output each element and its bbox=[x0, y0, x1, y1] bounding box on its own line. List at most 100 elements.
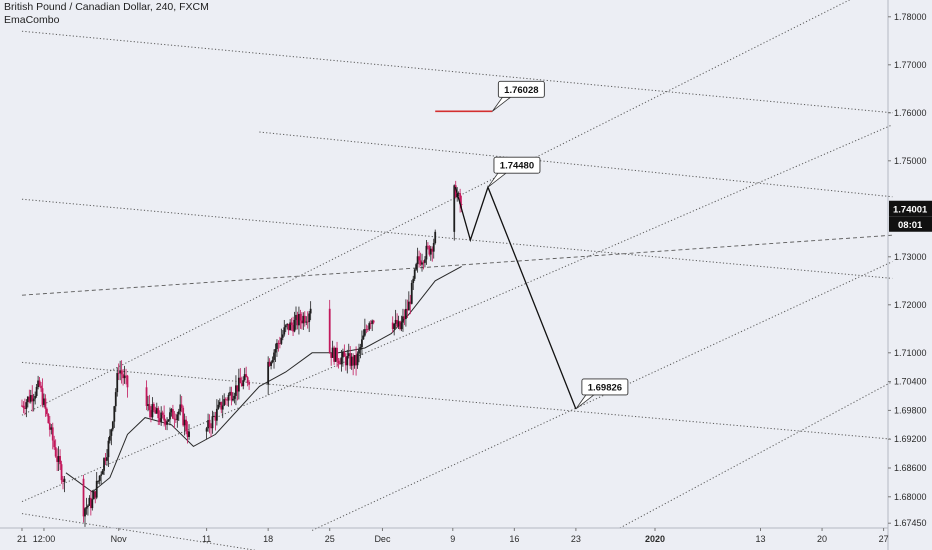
candle-body bbox=[158, 418, 161, 422]
candle bbox=[116, 367, 119, 397]
candle bbox=[277, 340, 280, 352]
candle bbox=[114, 388, 117, 412]
candle bbox=[205, 426, 208, 440]
candle-body bbox=[416, 256, 419, 265]
candle-body bbox=[270, 362, 272, 366]
candle-body bbox=[104, 458, 107, 461]
candle-body bbox=[293, 319, 296, 332]
candle-body bbox=[350, 356, 353, 366]
candle-body bbox=[419, 260, 422, 265]
candle bbox=[352, 353, 355, 376]
candle-body bbox=[292, 325, 294, 332]
time-tick-label: 18 bbox=[263, 534, 273, 544]
candle-body bbox=[47, 414, 50, 424]
candle-body bbox=[26, 396, 29, 403]
candle-body bbox=[56, 456, 59, 462]
candle-body bbox=[89, 497, 92, 509]
candle bbox=[396, 313, 399, 328]
candle-body bbox=[457, 193, 460, 194]
callout-2: 1.74480 bbox=[487, 156, 541, 188]
candle bbox=[89, 490, 92, 516]
candle bbox=[214, 411, 217, 431]
candle bbox=[87, 504, 89, 516]
trend-line-7 bbox=[21, 0, 851, 416]
candle bbox=[431, 246, 434, 262]
candle-body bbox=[125, 375, 127, 377]
candle bbox=[337, 358, 340, 369]
candle-body bbox=[330, 352, 333, 358]
candle-body bbox=[407, 301, 410, 311]
candle bbox=[242, 376, 245, 390]
time-tick-label: 27 bbox=[879, 534, 889, 544]
candle-body bbox=[426, 245, 429, 247]
candle bbox=[34, 391, 37, 405]
candle-body bbox=[424, 259, 426, 263]
candle-body bbox=[415, 264, 418, 270]
candle bbox=[413, 268, 416, 282]
candle bbox=[172, 404, 174, 419]
candle bbox=[343, 344, 346, 357]
candle-body bbox=[233, 395, 236, 399]
candle bbox=[308, 310, 311, 333]
candle-body bbox=[393, 323, 396, 330]
candle-body bbox=[273, 352, 275, 360]
candle-body bbox=[278, 343, 281, 345]
candle-body bbox=[296, 314, 299, 326]
candle bbox=[170, 407, 173, 417]
candle-body bbox=[336, 347, 338, 361]
candle-body bbox=[391, 322, 394, 330]
candle-body bbox=[180, 404, 183, 408]
candle bbox=[148, 394, 151, 418]
candle bbox=[122, 368, 124, 386]
indicator-name: EmaCombo bbox=[4, 14, 60, 26]
candle-body bbox=[365, 329, 368, 330]
candle-body bbox=[413, 269, 416, 279]
candle-body bbox=[164, 420, 167, 425]
candle-body bbox=[84, 508, 86, 517]
candle-body bbox=[356, 353, 359, 366]
candle bbox=[213, 411, 215, 418]
candle bbox=[44, 394, 47, 417]
candle bbox=[60, 460, 63, 484]
candle-body bbox=[163, 414, 166, 421]
candle-body bbox=[111, 421, 114, 430]
candle-body bbox=[344, 356, 347, 366]
candle bbox=[239, 368, 242, 384]
time-tick-label: 13 bbox=[756, 534, 766, 544]
candle-body bbox=[412, 278, 415, 283]
candle-body bbox=[331, 347, 334, 358]
price-tick-label: 1.68000 bbox=[894, 492, 927, 502]
price-tick-label: 1.73000 bbox=[894, 252, 927, 262]
candle-body bbox=[208, 420, 211, 428]
time-tick-label: 23 bbox=[571, 534, 581, 544]
candle bbox=[347, 343, 350, 359]
candle-body bbox=[161, 412, 164, 415]
candle bbox=[88, 495, 91, 506]
candle bbox=[125, 368, 127, 385]
candle-body bbox=[172, 409, 174, 419]
candle-body bbox=[226, 399, 229, 401]
trend-line-1 bbox=[21, 30, 893, 114]
candle-body bbox=[340, 357, 343, 365]
candle bbox=[371, 319, 374, 332]
candle bbox=[363, 318, 366, 337]
candle bbox=[330, 352, 333, 366]
candle bbox=[299, 309, 302, 329]
candle bbox=[221, 395, 224, 419]
candle bbox=[157, 406, 160, 426]
candle bbox=[425, 239, 428, 265]
candle bbox=[340, 349, 343, 372]
candle bbox=[185, 416, 187, 435]
candle bbox=[286, 323, 289, 330]
candle-body bbox=[405, 308, 407, 320]
candle-body bbox=[240, 383, 243, 387]
candle-body bbox=[37, 380, 39, 387]
candle bbox=[349, 346, 352, 369]
candle bbox=[40, 381, 42, 392]
candle bbox=[103, 457, 105, 476]
candle-body bbox=[126, 375, 129, 388]
price-tick-label: 1.70400 bbox=[894, 377, 927, 387]
candle bbox=[276, 339, 278, 357]
candle-body bbox=[220, 402, 223, 410]
